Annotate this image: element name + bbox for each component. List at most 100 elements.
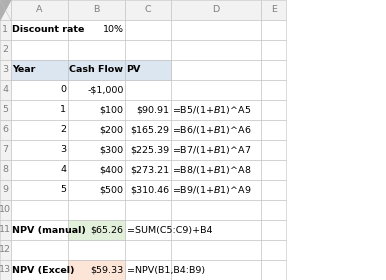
Bar bbox=[261, 200, 286, 220]
Bar bbox=[171, 200, 261, 220]
Text: 12: 12 bbox=[0, 246, 12, 255]
Bar bbox=[68, 240, 125, 260]
Text: $100: $100 bbox=[100, 106, 124, 115]
Text: A: A bbox=[36, 6, 42, 15]
Text: =B6/(1+$B$1)^A6: =B6/(1+$B$1)^A6 bbox=[172, 124, 252, 136]
Text: 4: 4 bbox=[2, 85, 8, 95]
Text: 2: 2 bbox=[60, 125, 66, 134]
Bar bbox=[125, 40, 171, 60]
Bar bbox=[11, 0, 68, 20]
Bar bbox=[68, 80, 125, 100]
Text: =B9/(1+$B$1)^A9: =B9/(1+$B$1)^A9 bbox=[172, 184, 252, 196]
Text: $59.33: $59.33 bbox=[90, 265, 124, 274]
Bar bbox=[0, 60, 11, 80]
Polygon shape bbox=[0, 0, 11, 20]
Bar bbox=[125, 60, 171, 80]
Text: -$1,000: -$1,000 bbox=[87, 85, 124, 95]
Text: Cash Flow: Cash Flow bbox=[69, 66, 124, 74]
Bar bbox=[0, 80, 11, 100]
Bar bbox=[11, 100, 68, 120]
Bar bbox=[171, 20, 261, 40]
Bar bbox=[125, 20, 171, 40]
Bar bbox=[0, 220, 11, 240]
Bar bbox=[125, 140, 171, 160]
Text: Discount rate: Discount rate bbox=[12, 25, 85, 34]
Bar bbox=[125, 120, 171, 140]
Bar bbox=[261, 0, 286, 20]
Bar bbox=[125, 0, 171, 20]
Bar bbox=[0, 260, 11, 280]
Text: 1: 1 bbox=[60, 106, 66, 115]
Bar bbox=[261, 220, 286, 240]
Text: 2: 2 bbox=[2, 45, 8, 55]
Bar bbox=[68, 220, 125, 240]
Text: =B5/(1+$B$1)^A5: =B5/(1+$B$1)^A5 bbox=[172, 104, 251, 116]
Text: NPV (manual): NPV (manual) bbox=[12, 225, 86, 234]
Bar bbox=[261, 180, 286, 200]
Bar bbox=[68, 60, 125, 80]
Bar bbox=[0, 200, 11, 220]
Text: 9: 9 bbox=[2, 185, 8, 195]
Bar bbox=[171, 240, 261, 260]
Text: 5: 5 bbox=[60, 185, 66, 195]
Text: =NPV(B1,B4:B9): =NPV(B1,B4:B9) bbox=[127, 265, 205, 274]
Bar bbox=[261, 120, 286, 140]
Bar bbox=[68, 40, 125, 60]
Bar bbox=[68, 20, 125, 40]
Bar bbox=[11, 40, 68, 60]
Text: 3: 3 bbox=[60, 146, 66, 155]
Bar bbox=[125, 200, 171, 220]
Bar bbox=[171, 180, 261, 200]
Bar bbox=[261, 100, 286, 120]
Text: 3: 3 bbox=[2, 66, 8, 74]
Bar bbox=[11, 240, 68, 260]
Bar bbox=[68, 200, 125, 220]
Bar bbox=[171, 40, 261, 60]
Bar bbox=[68, 220, 125, 240]
Text: 4: 4 bbox=[60, 165, 66, 174]
Text: $500: $500 bbox=[100, 185, 124, 195]
Bar bbox=[68, 100, 125, 120]
Text: =B7/(1+$B$1)^A7: =B7/(1+$B$1)^A7 bbox=[172, 144, 252, 156]
Bar bbox=[68, 180, 125, 200]
Bar bbox=[171, 60, 261, 80]
Bar bbox=[11, 20, 68, 40]
Bar bbox=[0, 160, 11, 180]
Bar bbox=[261, 240, 286, 260]
Bar bbox=[261, 40, 286, 60]
Text: 10%: 10% bbox=[103, 25, 124, 34]
Text: $200: $200 bbox=[100, 125, 124, 134]
Bar bbox=[261, 20, 286, 40]
Text: 7: 7 bbox=[2, 146, 8, 155]
Text: $165.29: $165.29 bbox=[130, 125, 169, 134]
Bar bbox=[125, 60, 171, 80]
Text: 8: 8 bbox=[2, 165, 8, 174]
Bar bbox=[261, 60, 286, 80]
Bar bbox=[171, 260, 261, 280]
Bar bbox=[125, 80, 171, 100]
Text: $310.46: $310.46 bbox=[130, 185, 169, 195]
Text: $400: $400 bbox=[100, 165, 124, 174]
Bar bbox=[11, 60, 68, 80]
Bar bbox=[11, 60, 68, 80]
Bar bbox=[11, 260, 68, 280]
Bar bbox=[0, 240, 11, 260]
Text: $225.39: $225.39 bbox=[130, 146, 169, 155]
Text: $65.26: $65.26 bbox=[91, 225, 124, 234]
Bar bbox=[68, 260, 125, 280]
Bar bbox=[0, 40, 11, 60]
Bar bbox=[261, 160, 286, 180]
Text: 1: 1 bbox=[2, 25, 8, 34]
Text: Year: Year bbox=[12, 66, 36, 74]
Bar bbox=[11, 140, 68, 160]
Bar bbox=[171, 80, 261, 100]
Text: $300: $300 bbox=[99, 146, 124, 155]
Bar bbox=[125, 180, 171, 200]
Bar bbox=[171, 140, 261, 160]
Text: $273.21: $273.21 bbox=[130, 165, 169, 174]
Bar bbox=[11, 220, 68, 240]
Bar bbox=[125, 160, 171, 180]
Bar bbox=[0, 180, 11, 200]
Bar bbox=[261, 80, 286, 100]
Bar bbox=[11, 180, 68, 200]
